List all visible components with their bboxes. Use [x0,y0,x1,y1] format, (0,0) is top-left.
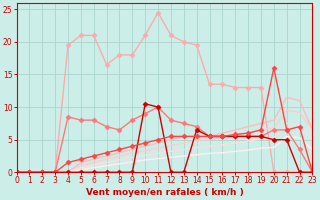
X-axis label: Vent moyen/en rafales ( km/h ): Vent moyen/en rafales ( km/h ) [86,188,244,197]
